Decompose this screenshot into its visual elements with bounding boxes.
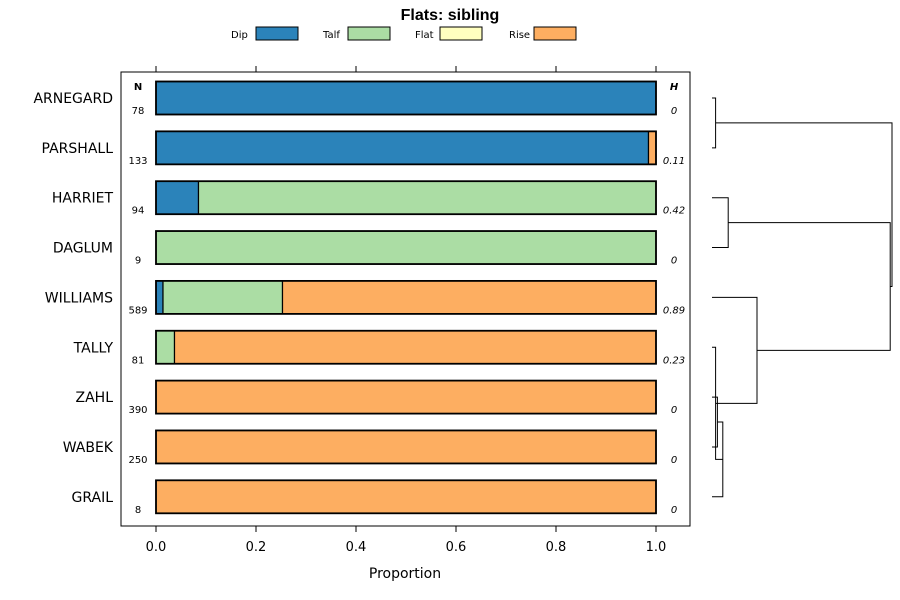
bar-segment-dip <box>155 80 657 116</box>
x-axis: 0.0 0.2 0.4 0.6 0.8 1.0 <box>146 66 667 555</box>
bar-segment-dip <box>155 280 164 315</box>
bar-segment-rise <box>155 479 657 514</box>
dendrogram-link <box>712 97 717 149</box>
row-williams: WILLIAMS 589 0.89 <box>45 279 685 316</box>
bar-segment-rise <box>647 130 657 165</box>
dendrogram-link <box>712 197 729 249</box>
h-value: 0 <box>671 405 677 416</box>
x-tick-label: 0.8 <box>546 540 567 555</box>
bar-outline <box>155 230 657 265</box>
row-label: ARNEGARD <box>33 91 113 107</box>
dendrogram-link <box>712 296 758 404</box>
rows: ARNEGARD 78 0 PARSHALL 133 0.11 HARRIET 94 0.42 D… <box>33 80 685 516</box>
legend-swatch-rise <box>533 26 577 41</box>
legend-swatch-flat <box>439 26 483 41</box>
h-value: 0.11 <box>663 156 685 167</box>
row-label: TALLY <box>73 340 114 356</box>
row-zahl: ZAHL 390 0 <box>76 379 677 416</box>
bar-outline <box>155 180 657 216</box>
n-value: 390 <box>128 405 147 416</box>
n-header: N <box>134 82 142 93</box>
bar-segment-talf <box>197 180 657 215</box>
n-value: 78 <box>132 106 145 117</box>
n-value: 589 <box>128 305 147 316</box>
legend-label-rise: Rise <box>509 30 530 41</box>
dendrogram-link <box>712 396 718 448</box>
n-value: 9 <box>135 256 141 267</box>
legend-swatch-talf <box>347 26 391 41</box>
row-arnegard: ARNEGARD 78 0 <box>33 80 677 117</box>
legend-label-dip: Dip <box>231 30 248 41</box>
bar-segment-rise <box>155 380 657 415</box>
bar-outline <box>155 379 657 415</box>
bar-segment-rise <box>281 280 657 315</box>
bar-outline <box>155 429 657 465</box>
bar-segment-dip <box>155 180 200 215</box>
h-value: 0.23 <box>663 355 685 366</box>
row-grail: GRAIL 8 0 <box>71 479 677 516</box>
plot-frame <box>120 71 691 527</box>
row-label: ZAHL <box>76 390 114 406</box>
legend: Dip Talf Flat Rise <box>231 26 577 41</box>
bar-segment-talf <box>155 330 176 365</box>
x-axis-title: Proportion <box>369 566 441 582</box>
n-value: 133 <box>128 156 147 167</box>
row-harriet: HARRIET 94 0.42 <box>52 180 685 217</box>
h-value: 0 <box>671 106 677 117</box>
row-daglum: DAGLUM 9 0 <box>53 230 677 267</box>
row-label: PARSHALL <box>42 141 114 157</box>
legend-label-talf: Talf <box>322 30 340 41</box>
bar-outline <box>155 80 657 116</box>
bar-outline <box>155 279 657 315</box>
n-value: 94 <box>132 206 145 217</box>
bar-outline <box>155 329 657 365</box>
x-tick-label: 0.6 <box>446 540 467 555</box>
h-value: 0.42 <box>663 206 685 217</box>
row-label: WILLIAMS <box>45 290 113 306</box>
bar-outline <box>155 479 657 515</box>
h-value: 0.89 <box>663 305 685 316</box>
bar-outline <box>155 130 657 166</box>
row-tally: TALLY 81 0.23 <box>73 329 685 366</box>
x-tick-label: 0.4 <box>346 540 367 555</box>
n-value: 8 <box>135 505 141 516</box>
h-value: 0 <box>671 455 677 466</box>
chart-title: Flats: sibling <box>401 7 500 24</box>
row-label: WABEK <box>63 440 114 456</box>
bar-segment-talf <box>162 280 284 315</box>
dendrogram-link <box>728 222 891 351</box>
h-header: H <box>670 82 679 93</box>
n-value: 81 <box>132 355 145 366</box>
x-tick-label: 0.2 <box>246 540 267 555</box>
n-value: 250 <box>128 455 147 466</box>
x-tick-label: 0.0 <box>146 540 167 555</box>
legend-swatch-dip <box>255 26 299 41</box>
bar-segment-rise <box>155 429 657 465</box>
dendrogram-link <box>715 122 893 287</box>
bar-segment-talf <box>155 230 657 265</box>
legend-label-flat: Flat <box>415 30 434 41</box>
dendrogram <box>712 97 893 498</box>
row-label: DAGLUM <box>53 241 113 257</box>
row-label: GRAIL <box>71 490 113 506</box>
row-wabek: WABEK 250 0 <box>63 429 677 466</box>
x-tick-label: 1.0 <box>646 540 667 555</box>
h-value: 0 <box>671 256 677 267</box>
bar-segment-dip <box>155 130 650 165</box>
row-parshall: PARSHALL 133 0.11 <box>42 130 685 167</box>
h-value: 0 <box>671 505 677 516</box>
row-label: HARRIET <box>52 191 114 207</box>
bar-segment-rise <box>173 330 657 365</box>
